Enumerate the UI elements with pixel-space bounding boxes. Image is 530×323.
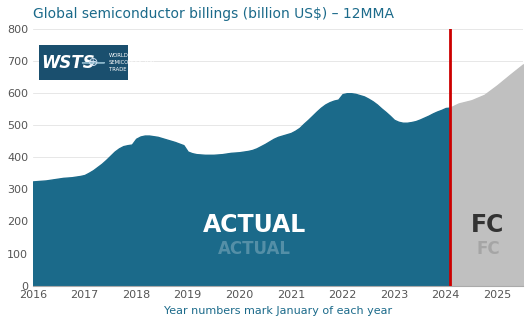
- Text: WORLD
SEMICONDUCTOR
TRADE STATISTICS: WORLD SEMICONDUCTOR TRADE STATISTICS: [109, 53, 157, 72]
- Text: ACTUAL: ACTUAL: [218, 240, 292, 258]
- Text: FC: FC: [471, 213, 505, 237]
- FancyBboxPatch shape: [39, 45, 128, 80]
- Text: FC: FC: [476, 240, 500, 258]
- Text: ACTUAL: ACTUAL: [203, 213, 306, 237]
- Text: WSTS: WSTS: [42, 54, 95, 72]
- Text: ⊕: ⊕: [88, 56, 99, 69]
- Text: Global semiconductor billings (billion US$) – 12MMA: Global semiconductor billings (billion U…: [33, 7, 394, 21]
- X-axis label: Year numbers mark January of each year: Year numbers mark January of each year: [164, 306, 392, 316]
